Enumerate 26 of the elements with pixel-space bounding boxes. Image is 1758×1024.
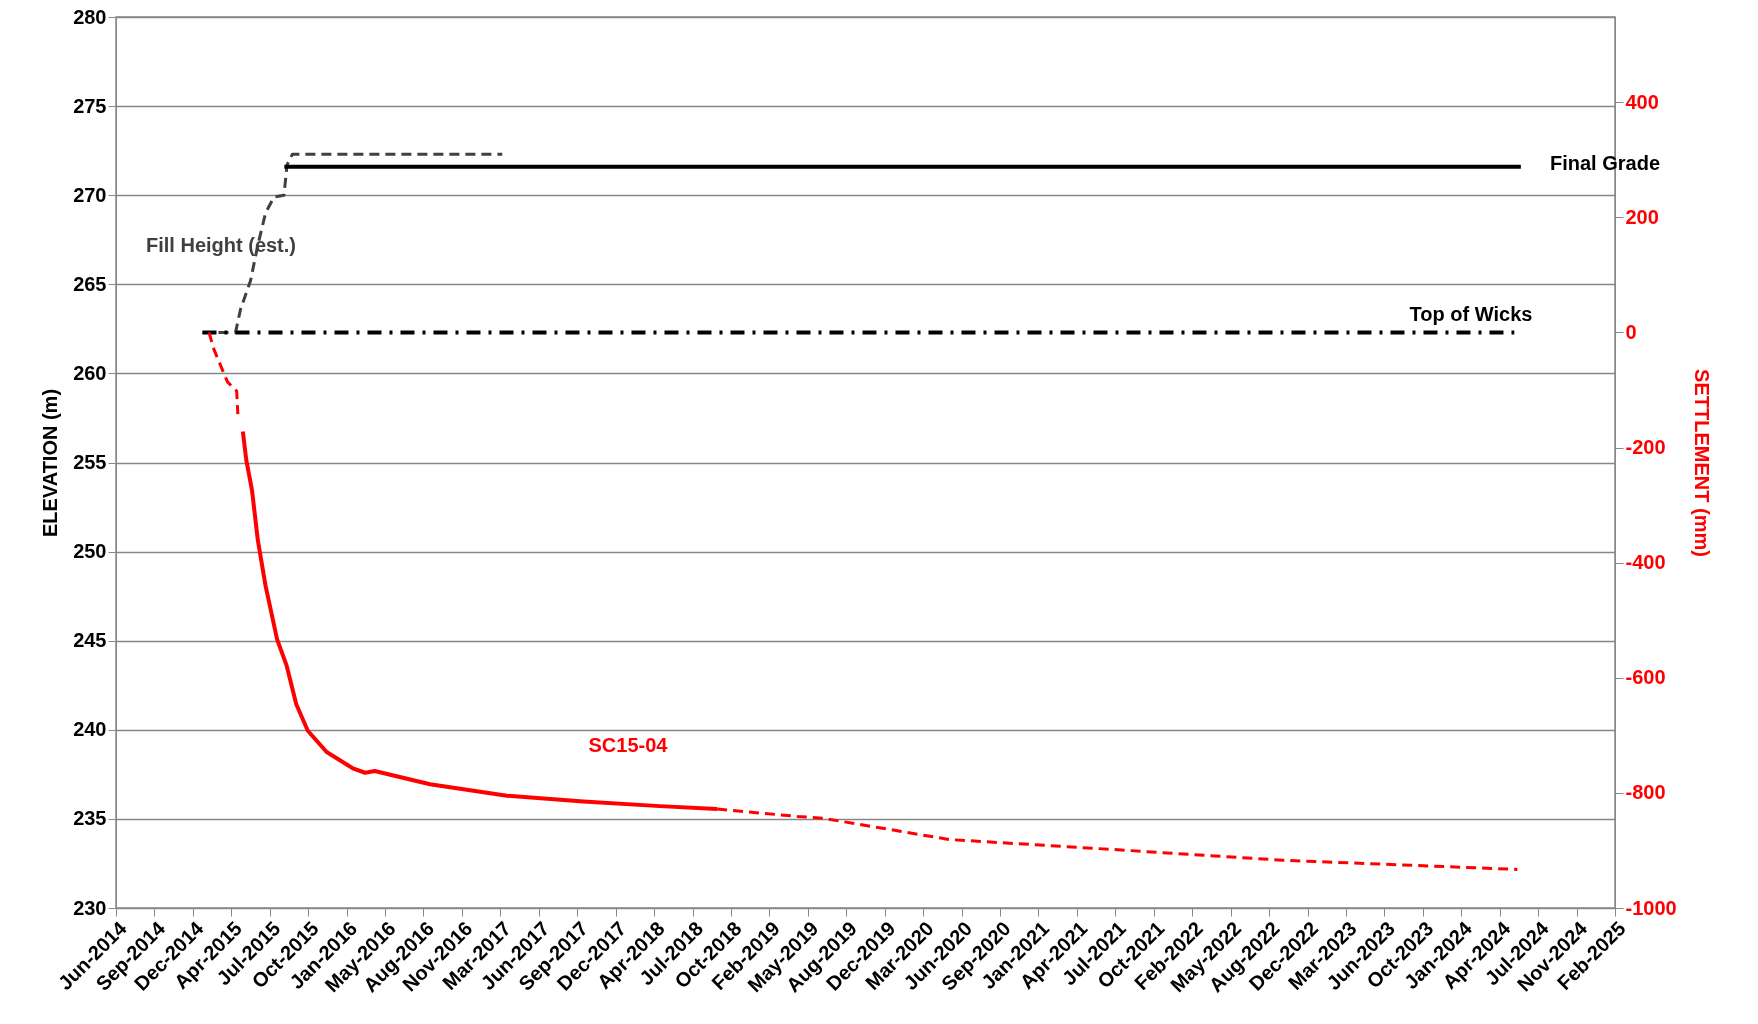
y2-axis-title: SETTLEMENT (mm) <box>1690 369 1713 557</box>
series-label: Fill Height (est.) <box>146 234 296 256</box>
y2-tick-label: -200 <box>1625 436 1666 459</box>
y-tick-label: 255 <box>73 451 107 473</box>
y-tick-label: 240 <box>73 718 107 741</box>
y-tick-label: 270 <box>73 183 107 206</box>
y2-tick-label: -600 <box>1625 666 1666 689</box>
y-tick-label: 260 <box>73 361 107 384</box>
y-tick-label: 250 <box>73 540 107 563</box>
y-axis-title: ELEVATION (m) <box>39 388 62 538</box>
series-label: Top of Wicks <box>1409 303 1533 325</box>
y-tick-label: 280 <box>73 5 107 28</box>
y2-tick-label: 200 <box>1625 205 1659 228</box>
y-tick-label: 235 <box>73 807 107 830</box>
y-tick-label: 245 <box>73 629 107 652</box>
text: SC15-04 <box>588 734 669 756</box>
y-tick-label: 275 <box>73 94 107 117</box>
series-label: Final Grade <box>1550 152 1661 174</box>
y2-tick-label: -1000 <box>1625 896 1677 919</box>
y2-tick-label: -800 <box>1625 781 1666 804</box>
y2-tick-label: -400 <box>1625 551 1666 574</box>
y2-tick-label: 400 <box>1625 90 1659 113</box>
y2-tick-label: 0 <box>1625 320 1637 343</box>
y-tick-label: 265 <box>73 272 107 295</box>
line-series <box>207 330 240 416</box>
y-tick-label: 230 <box>73 896 107 919</box>
